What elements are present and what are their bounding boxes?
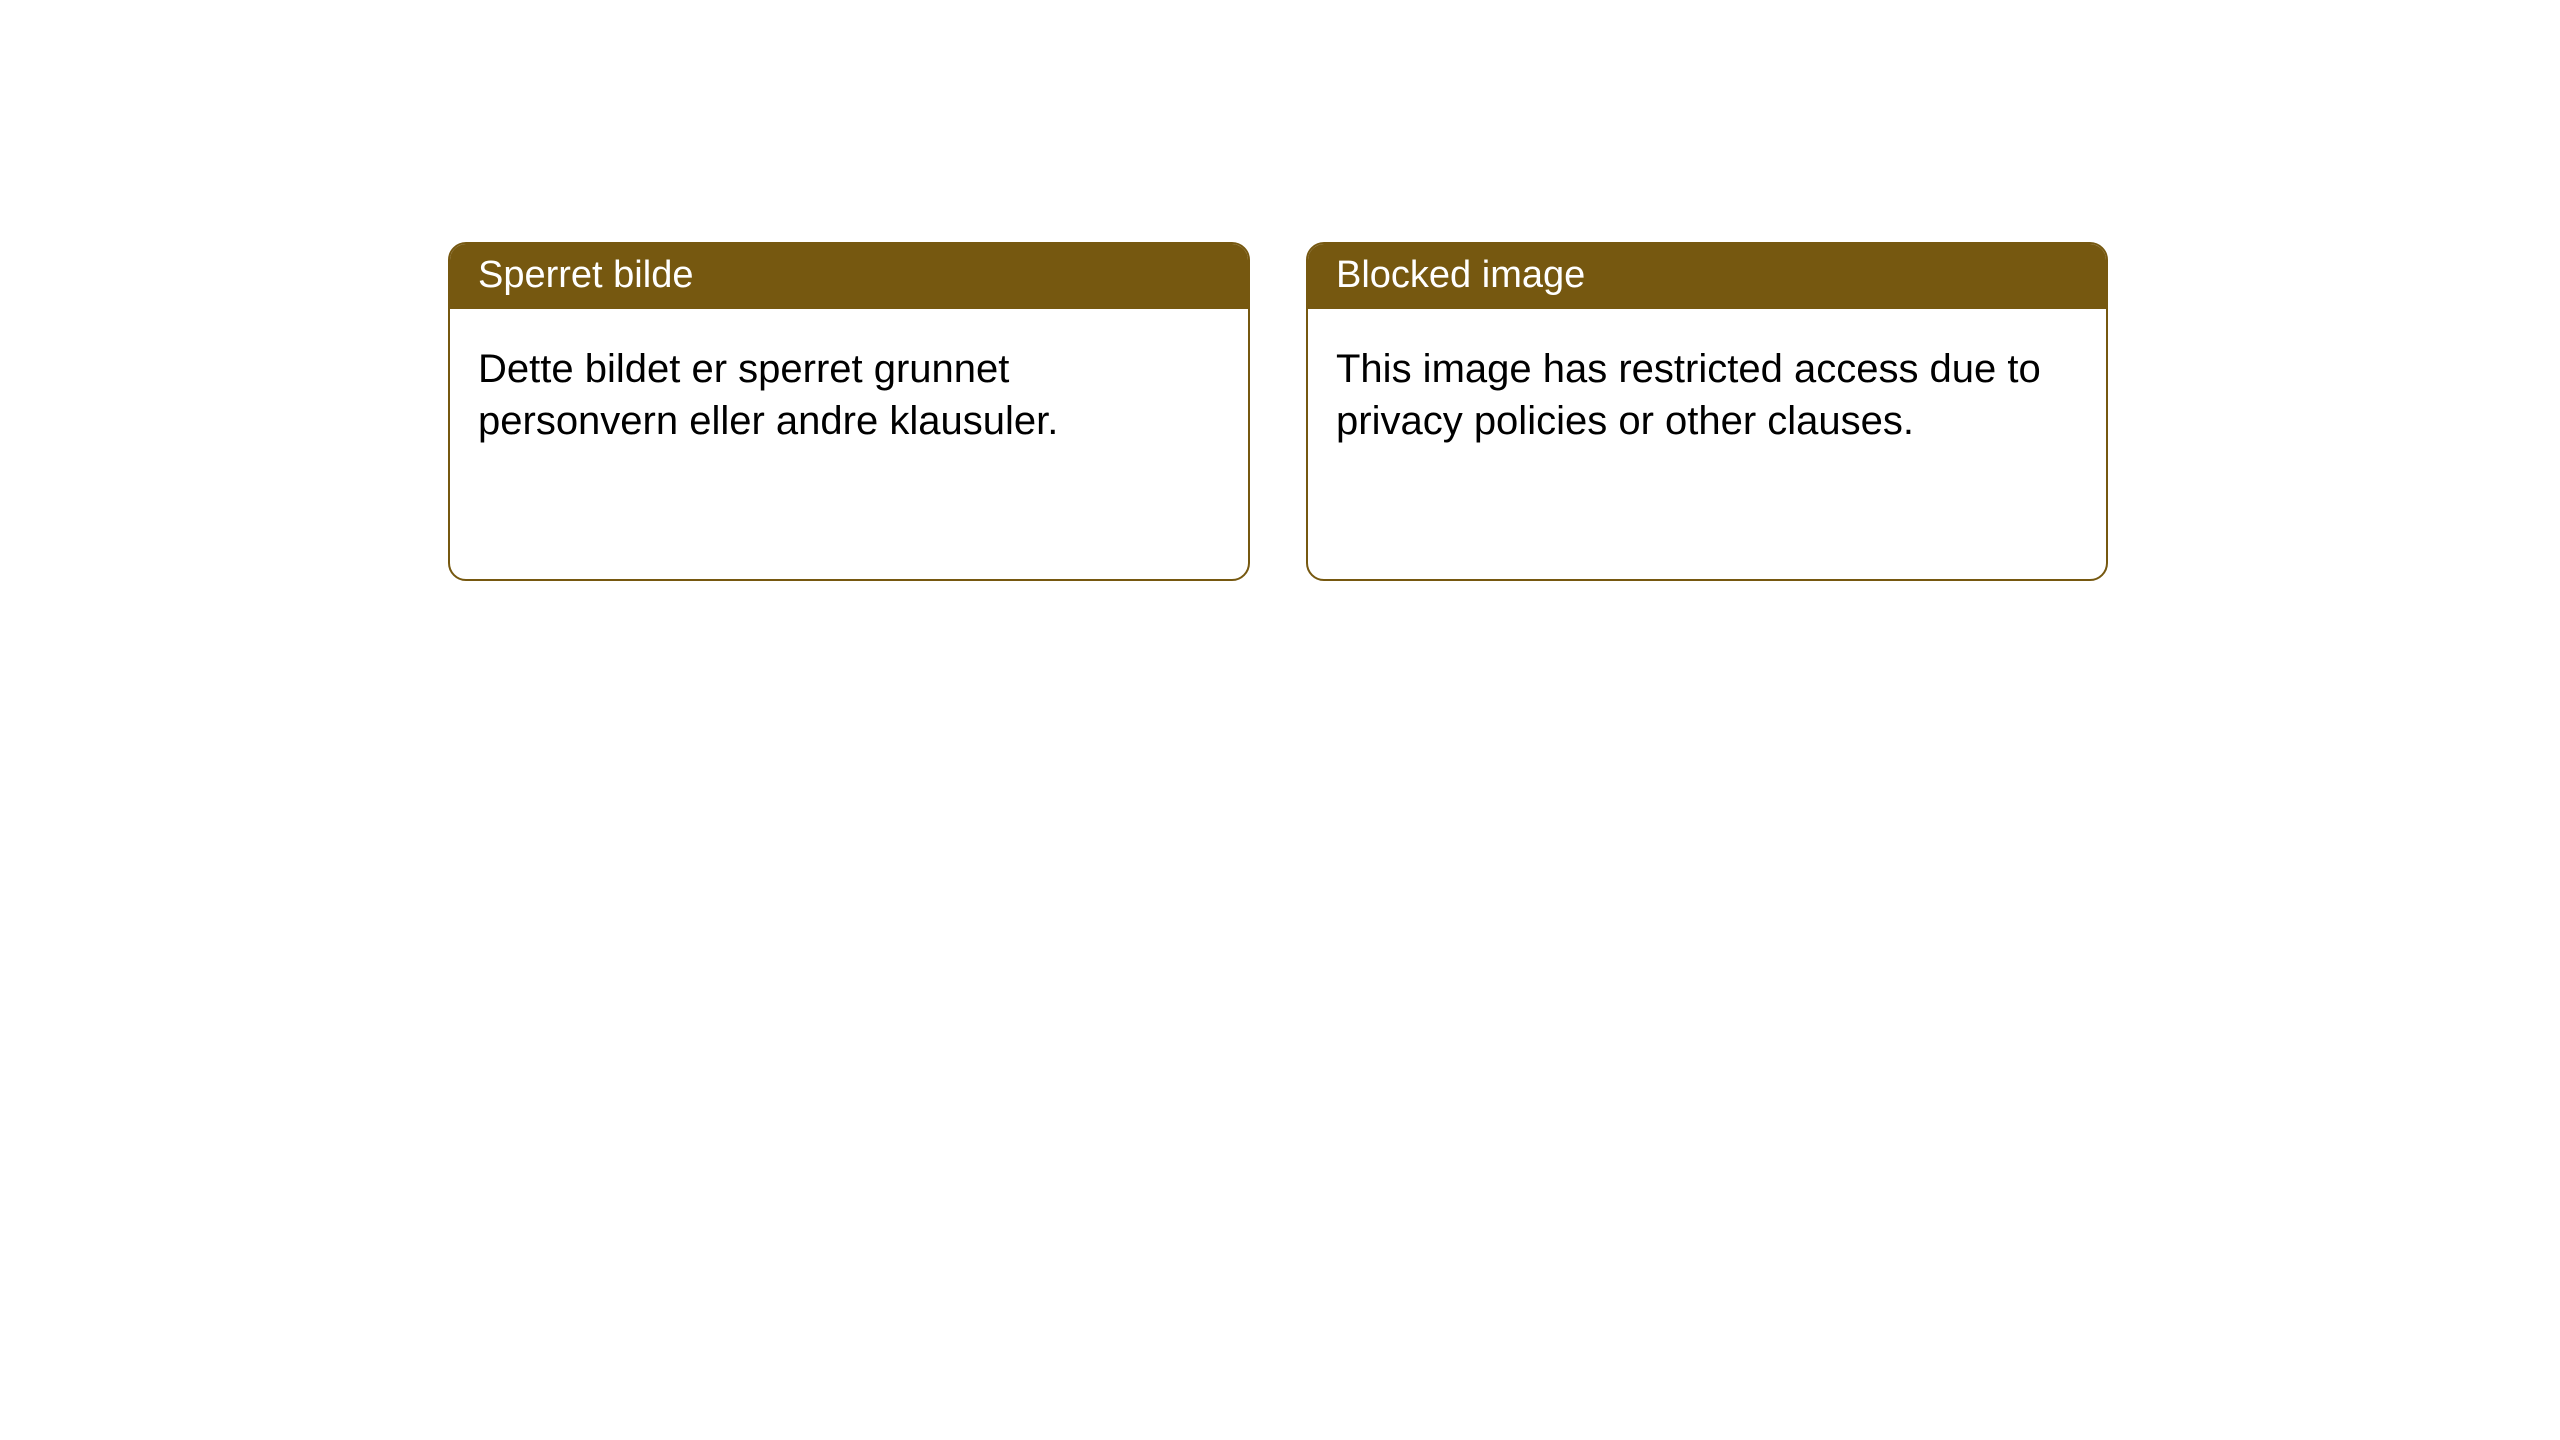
notice-title: Sperret bilde bbox=[450, 244, 1248, 309]
notice-card-norwegian: Sperret bilde Dette bildet er sperret gr… bbox=[448, 242, 1250, 581]
notice-container: Sperret bilde Dette bildet er sperret gr… bbox=[0, 0, 2560, 581]
notice-body: This image has restricted access due to … bbox=[1308, 309, 2106, 579]
notice-body: Dette bildet er sperret grunnet personve… bbox=[450, 309, 1248, 579]
notice-card-english: Blocked image This image has restricted … bbox=[1306, 242, 2108, 581]
notice-title: Blocked image bbox=[1308, 244, 2106, 309]
